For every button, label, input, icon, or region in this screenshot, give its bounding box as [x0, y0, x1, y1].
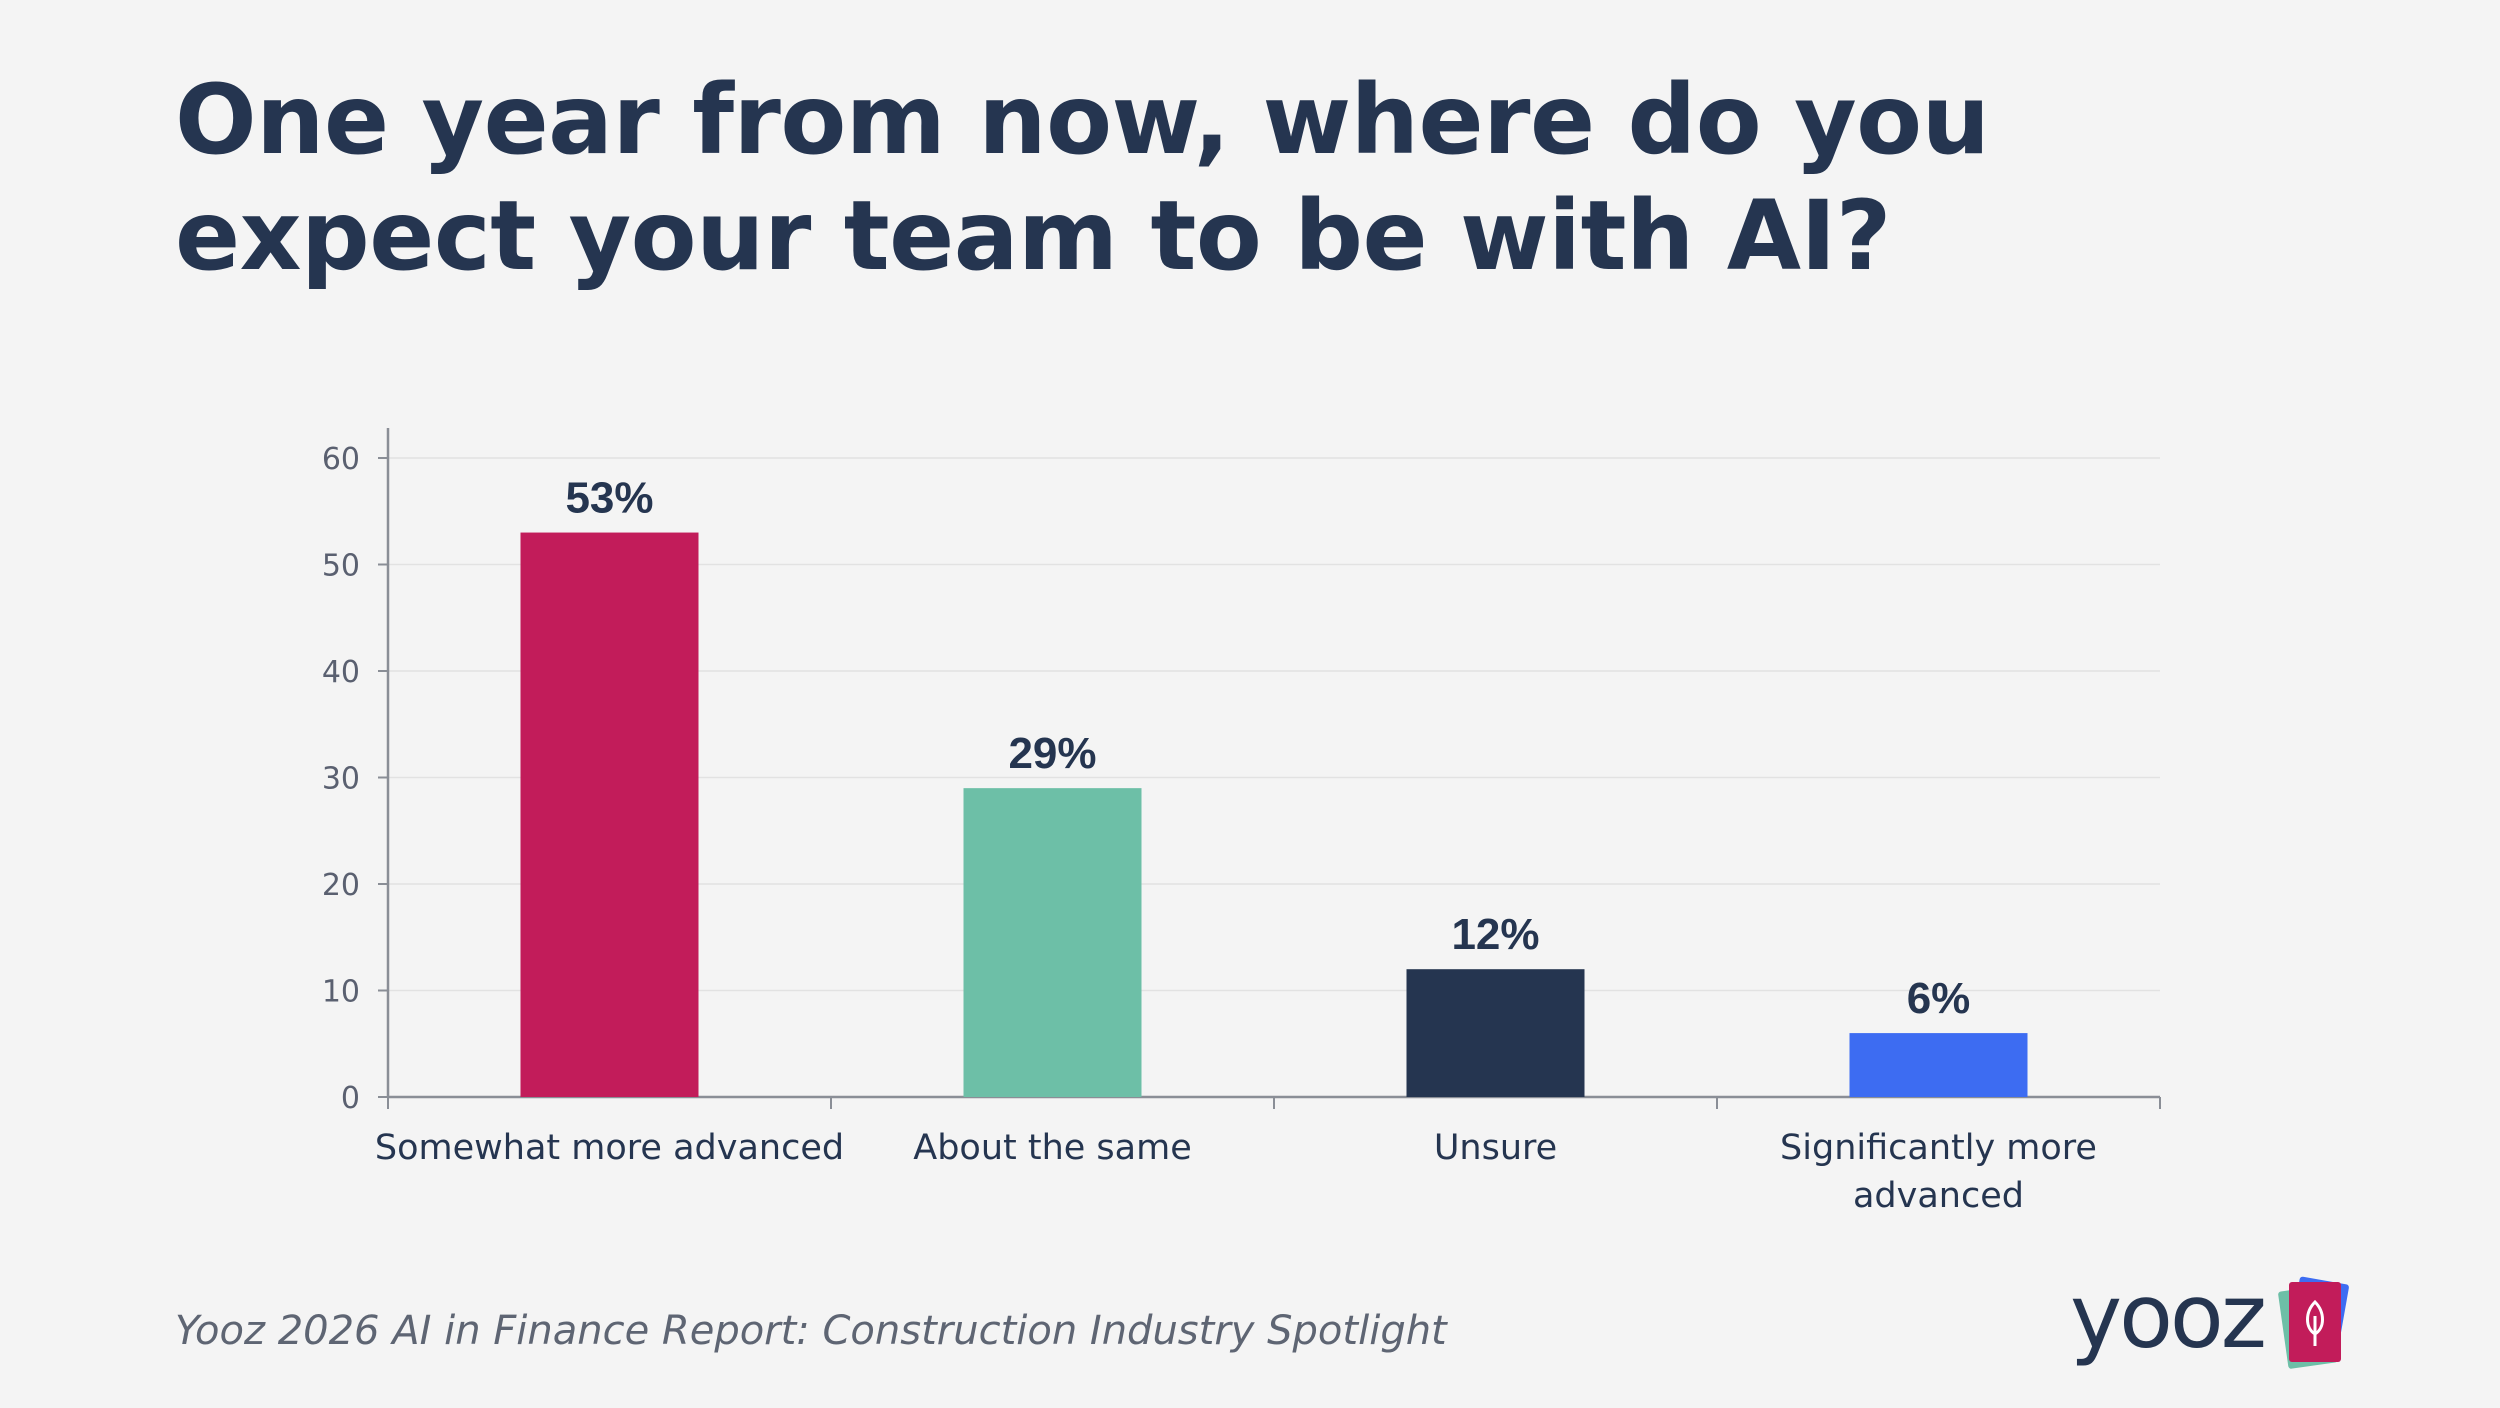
data-label: 29% [1008, 729, 1096, 778]
axes: 0 10 20 30 40 50 60 [322, 428, 2161, 1116]
data-label: 6% [1907, 974, 1971, 1023]
labels: 53% Somewhat more advanced 29% About the sa… [375, 474, 2097, 1216]
bar [963, 788, 1142, 1097]
y-tick-label: 40 [322, 655, 360, 690]
y-tick-label: 10 [322, 975, 360, 1010]
data-label: 53% [565, 474, 653, 523]
chart-title: One year from now, where do you expect y… [175, 64, 1990, 292]
y-tick-label: 50 [322, 549, 360, 584]
x-tick-label: About the same [913, 1128, 1191, 1168]
y-tick-label: 20 [322, 868, 360, 903]
x-tick-label: advanced [1853, 1176, 2024, 1216]
y-tick-label: 30 [322, 762, 360, 797]
bar [1406, 969, 1585, 1097]
logo-wordmark: yooz [2070, 1265, 2267, 1368]
y-tick-label: 60 [322, 442, 360, 477]
yooz-logo: yooz [2070, 1265, 2360, 1378]
y-tick-label: 0 [341, 1081, 360, 1116]
bars [520, 532, 2028, 1097]
x-tick-label: Somewhat more advanced [375, 1128, 844, 1168]
bar [1849, 1033, 2028, 1097]
data-label: 12% [1451, 910, 1539, 959]
source-caption: Yooz 2026 AI in Finance Report: Construc… [175, 1308, 1447, 1354]
bar [520, 532, 699, 1097]
x-tick-label: Unsure [1434, 1128, 1557, 1168]
leaf-cards-icon [2278, 1276, 2349, 1369]
x-tick-label: Significantly more [1780, 1128, 2097, 1168]
